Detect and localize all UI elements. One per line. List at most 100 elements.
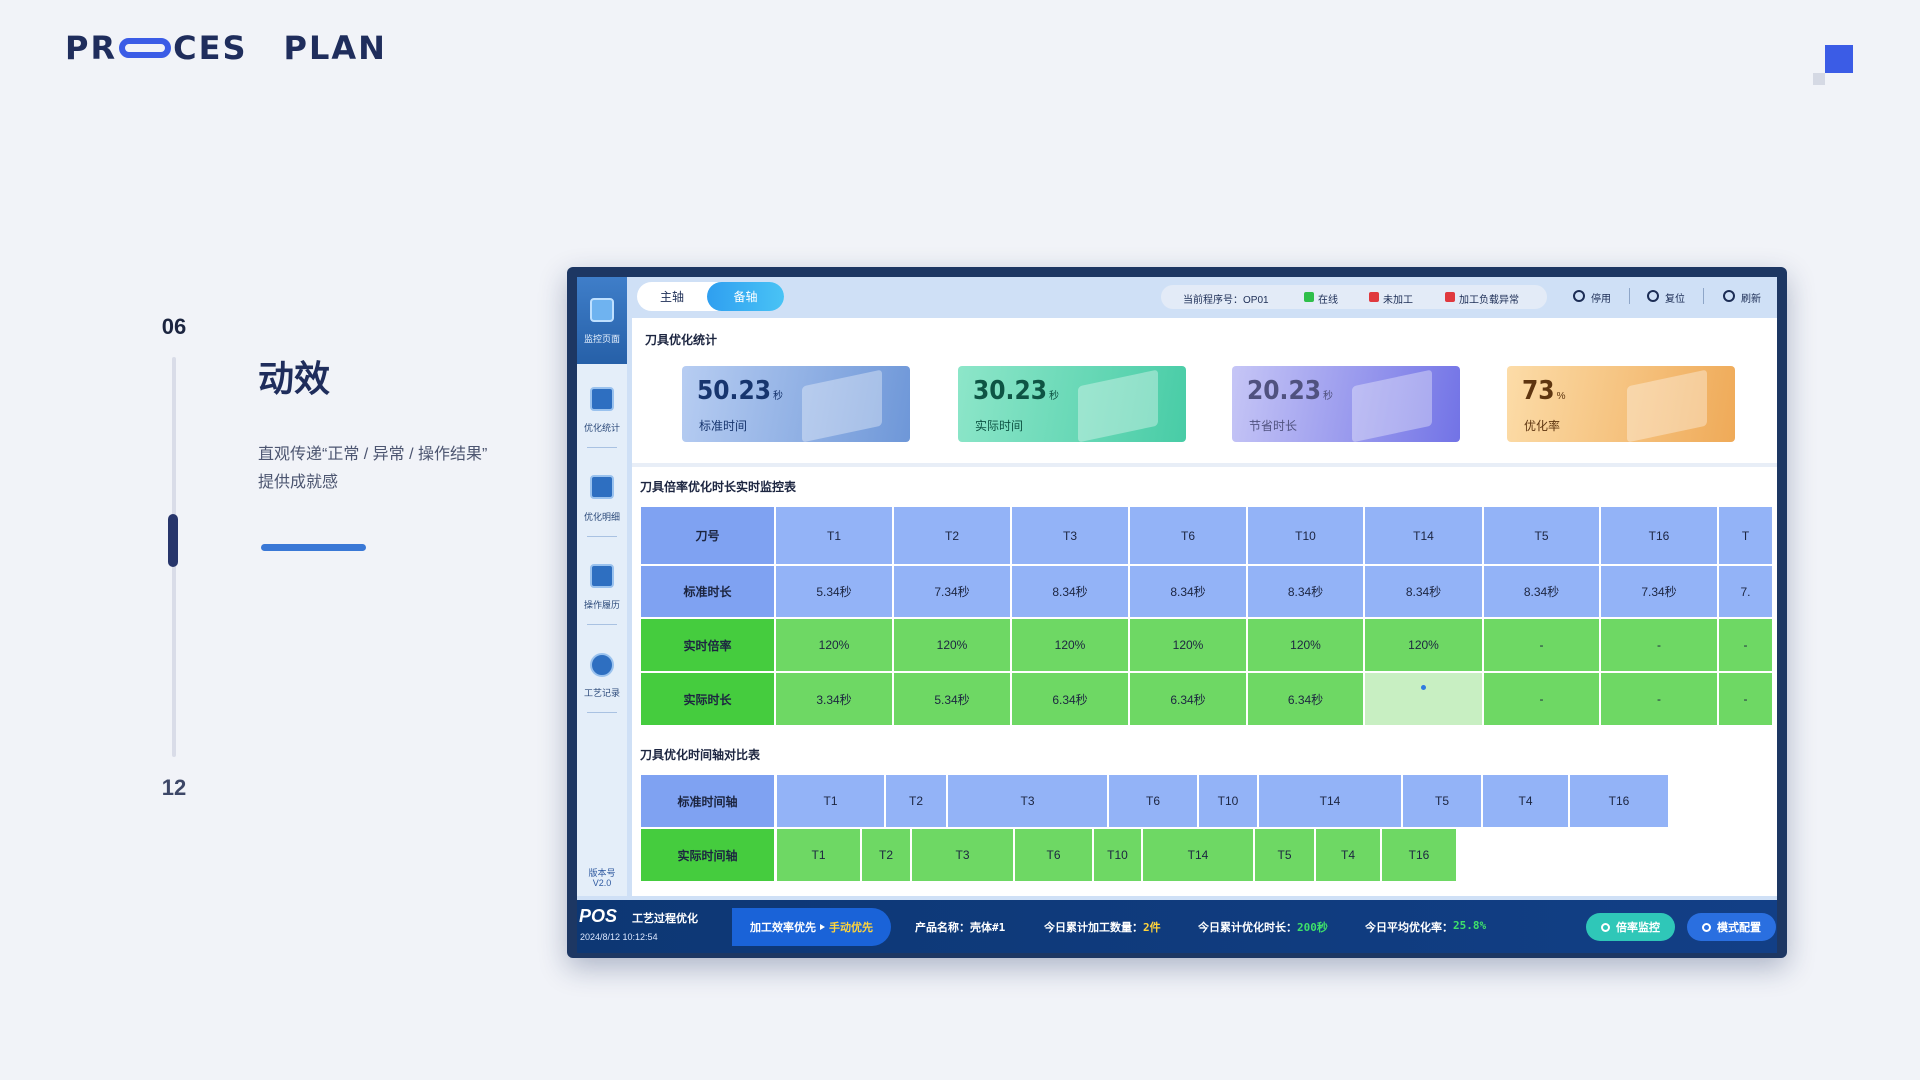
footer-name: 工艺过程优化 xyxy=(632,913,698,925)
progress-indicator xyxy=(168,514,178,567)
table-header-cell: T3 xyxy=(1011,506,1129,565)
loading-dot xyxy=(1421,685,1426,690)
table-header-cell: 刀号 xyxy=(640,506,775,565)
card-unit: 秒 xyxy=(773,391,783,402)
table-cell: - xyxy=(1483,618,1600,672)
stat-card: 50.23 秒标准时间 xyxy=(682,366,910,442)
table-cell: 8.34秒 xyxy=(1247,565,1364,618)
nav-label[interactable]: 优化明细 xyxy=(583,512,620,522)
field-value: 2件 xyxy=(1143,921,1161,934)
card-value-row: 30.23 秒 xyxy=(973,376,1059,406)
nav-label[interactable]: 优化统计 xyxy=(583,423,620,433)
tab-group: 主轴 备轴 xyxy=(637,282,784,311)
mode-pill[interactable]: 加工效率优先 手动优先 xyxy=(732,908,891,946)
footer-button[interactable]: 模式配置 xyxy=(1687,913,1776,941)
table-cell: 120% xyxy=(1364,618,1483,672)
timeline-segment: T3 xyxy=(947,774,1108,828)
card-unit: 秒 xyxy=(1323,391,1333,402)
nav-icon xyxy=(590,564,614,588)
footer-datetime: 2024/8/12 10:12:54 xyxy=(580,932,658,942)
section-title: 刀具优化统计 xyxy=(645,333,718,347)
brand-text: PR xyxy=(65,29,118,67)
field-value: 200秒 xyxy=(1297,921,1328,934)
table-cell: 8.34秒 xyxy=(1483,565,1600,618)
field-value: 25.8% xyxy=(1453,919,1487,932)
tab-active[interactable]: 备轴 xyxy=(707,282,784,311)
table-title: 刀具倍率优化时长实时监控表 xyxy=(640,480,797,494)
table-header-cell: T16 xyxy=(1600,506,1718,565)
table-cell: - xyxy=(1600,618,1718,672)
timeline-segment: T1 xyxy=(776,828,861,882)
status-icon xyxy=(1304,292,1314,302)
status-bar: 当前程序号：OP01 在线 未加工 加工负载异常 xyxy=(1161,285,1547,309)
card-unit: % xyxy=(1556,391,1566,402)
action-button[interactable]: 复位 xyxy=(1665,294,1685,305)
intro-line: 直观传递“正常 / 异常 / 操作结果” xyxy=(258,446,488,463)
nav-icon xyxy=(590,298,614,322)
table-cell: 7.34秒 xyxy=(893,565,1011,618)
button-label[interactable]: 模式配置 xyxy=(1717,922,1761,934)
table-cell: 120% xyxy=(1129,618,1247,672)
progress-current: 06 xyxy=(161,314,187,339)
card-art xyxy=(802,369,882,442)
table-cell: 5.34秒 xyxy=(893,672,1011,726)
status-label: 未加工 xyxy=(1383,295,1413,306)
timeline-segment: T14 xyxy=(1258,774,1402,828)
timeline-segment: T16 xyxy=(1569,774,1669,828)
timeline-title: 刀具优化时间轴对比表 xyxy=(640,748,761,762)
footer-button[interactable]: 倍率监控 xyxy=(1586,913,1675,941)
table-cell: 7.34秒 xyxy=(1600,565,1718,618)
footer-field: 产品名称： 壳体#1 xyxy=(915,919,1005,935)
brand-pill xyxy=(119,38,172,58)
table-cell: 标准时长 xyxy=(640,565,775,618)
timeline-segment: T10 xyxy=(1198,774,1258,828)
nav-label[interactable]: 监控页面 xyxy=(583,334,620,344)
card-value: 30.23 xyxy=(973,376,1047,406)
nav-divider xyxy=(587,712,617,713)
table-cell: 6.34秒 xyxy=(1129,672,1247,726)
table-cell: 实际时长 xyxy=(640,672,775,726)
status-icon xyxy=(1445,292,1455,302)
table-cell: 6.34秒 xyxy=(1247,672,1364,726)
progress-total: 12 xyxy=(161,775,187,800)
button-icon xyxy=(1702,922,1711,932)
action-icon xyxy=(1647,290,1659,302)
brand-text: PLAN xyxy=(283,29,387,67)
card-value: 73 xyxy=(1522,376,1555,406)
brand: PR CES PLAN xyxy=(65,28,387,68)
nav-icon xyxy=(590,475,614,499)
mode-arrow xyxy=(820,924,825,930)
table-cell: - xyxy=(1718,618,1773,672)
action-divider xyxy=(1629,288,1630,304)
timeline-segment: T2 xyxy=(885,774,947,828)
table-header-cell: T10 xyxy=(1247,506,1364,565)
content: 刀具优化统计 50.23 秒标准时间 30.23 秒实际时间 20.23 秒节省时长 73% 优… xyxy=(632,318,1777,896)
timeline-label: 标准时间轴 xyxy=(640,774,775,828)
intro-bar xyxy=(261,544,366,551)
card-unit: 秒 xyxy=(1049,391,1059,402)
timeline-segment: T3 xyxy=(911,828,1014,882)
corner-square-small xyxy=(1813,73,1825,85)
nav-icon xyxy=(590,387,614,411)
card-value-row: 50.23 秒 xyxy=(697,376,783,406)
card-label: 标准时间 xyxy=(699,419,748,433)
button-label[interactable]: 倍率监控 xyxy=(1616,922,1660,934)
card-label: 节省时长 xyxy=(1249,419,1298,433)
timeline-segment: T5 xyxy=(1254,828,1315,882)
action-button[interactable]: 停用 xyxy=(1591,294,1611,305)
footer-logo: POS xyxy=(579,906,618,926)
card-value-row: 20.23 秒 xyxy=(1247,376,1333,406)
nav-divider xyxy=(587,536,617,537)
action-button[interactable]: 刷新 xyxy=(1741,294,1761,305)
version-label: 版本号 xyxy=(588,868,616,878)
nav-label[interactable]: 操作履历 xyxy=(583,600,620,610)
timeline-segment: T5 xyxy=(1402,774,1482,828)
version-value: V2.0 xyxy=(592,878,612,888)
timeline-segment: T4 xyxy=(1482,774,1569,828)
brand-text: CES xyxy=(173,29,248,67)
card-art xyxy=(1627,369,1707,442)
nav-label[interactable]: 工艺记录 xyxy=(583,688,620,698)
tab c[interactable]: 主轴 xyxy=(659,290,684,304)
